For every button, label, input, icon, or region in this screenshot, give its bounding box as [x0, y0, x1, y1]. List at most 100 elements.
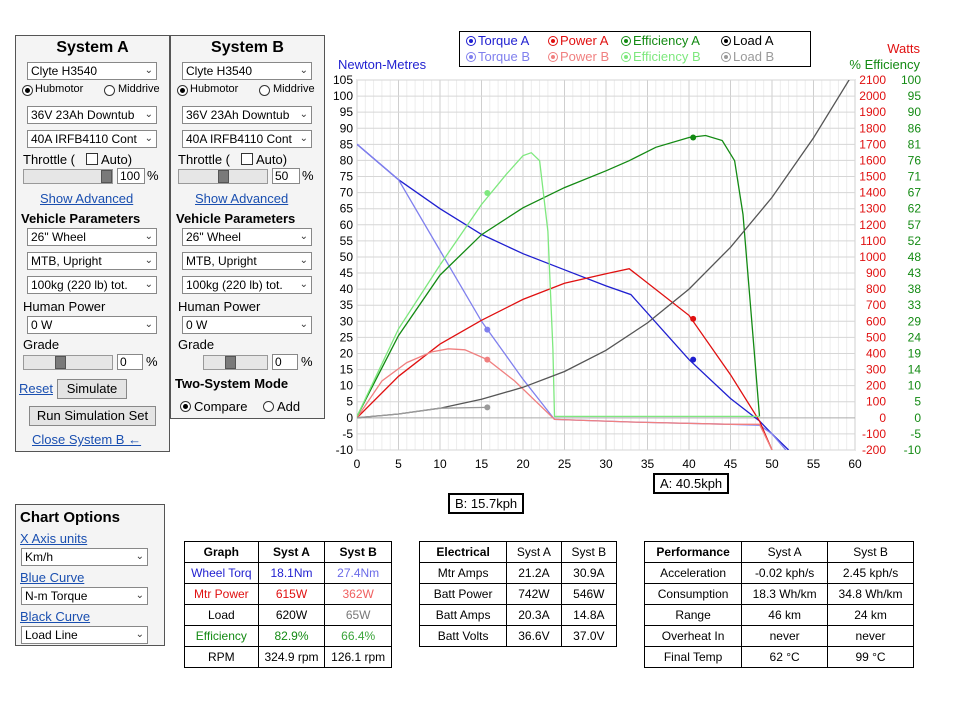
frame-select-a[interactable]: MTB, Upright ⌄ [27, 252, 157, 270]
slider-thumb[interactable] [224, 356, 236, 369]
throttle-input-a[interactable]: 100 [117, 168, 145, 184]
legend-load-b[interactable]: Load B [721, 49, 774, 64]
radio-dot-icon [721, 36, 731, 46]
column-header: Syst B [560, 541, 618, 563]
black-curve-select[interactable]: Load Line ⌄ [21, 626, 148, 644]
weight-select-a[interactable]: 100kg (220 lb) tot. ⌄ [27, 276, 157, 294]
middrive-radio-a[interactable] [104, 85, 115, 96]
simulate-button[interactable]: Simulate [57, 379, 127, 399]
reset-link[interactable]: Reset [19, 381, 53, 396]
human-power-label-a: Human Power [23, 299, 106, 314]
wheel-select-a[interactable]: 26" Wheel ⌄ [27, 228, 157, 246]
legend-efficiency-a[interactable]: Efficiency A [621, 33, 700, 48]
black-curve-label[interactable]: Black Curve [20, 609, 91, 624]
x-tick-label: 50 [765, 457, 779, 471]
motor-select-a[interactable]: Clyte H3540 ⌄ [27, 62, 157, 80]
slider-thumb[interactable] [217, 170, 229, 183]
table-row: Batt Power 742W 546W [418, 583, 618, 605]
legend-load-a[interactable]: Load A [721, 33, 774, 48]
legend-efficiency-b[interactable]: Efficiency B [621, 49, 701, 64]
y-efficiency-tick-label: 76 [908, 153, 922, 167]
row-label: Final Temp [643, 646, 743, 668]
y-left-tick-label: 0 [346, 411, 353, 425]
x-tick-label: 20 [516, 457, 530, 471]
y-left-tick-label: 70 [340, 186, 354, 200]
hubmotor-radio-a[interactable] [22, 85, 33, 96]
y-efficiency-tick-label: 62 [908, 202, 922, 216]
y-watts-tick-label: 900 [866, 266, 886, 280]
weight-select-b[interactable]: 100kg (220 lb) tot. ⌄ [182, 276, 312, 294]
legend-power-a[interactable]: Power A [548, 33, 608, 48]
y-watts-tick-label: 2000 [859, 89, 886, 103]
system-a-title: System A [56, 39, 129, 56]
throttle-slider-a[interactable] [23, 169, 113, 184]
table-row: Load 620W 65W [184, 604, 392, 626]
table-row: Batt Volts 36.6V 37.0V [418, 625, 618, 647]
legend-power-b[interactable]: Power B [548, 49, 609, 64]
chart-options-panel: Chart Options X Axis units Km/h ⌄ Blue Cu… [15, 504, 165, 646]
add-radio[interactable] [263, 401, 274, 412]
system-a-speed-marker[interactable]: A: 40.5kph [653, 473, 730, 494]
system-a-panel: System A Clyte H3540 ⌄ Hubmotor Middrive … [15, 35, 170, 452]
show-advanced-link-a[interactable]: Show Advanced [40, 191, 134, 206]
y-left-tick-label: 80 [340, 153, 354, 167]
frame-select-b[interactable]: MTB, Upright ⌄ [182, 252, 312, 270]
cell-b: 2.45 kph/s [827, 562, 914, 584]
blue-curve-select[interactable]: N-m Torque ⌄ [21, 587, 148, 605]
y-watts-tick-label: 1900 [859, 105, 886, 119]
performance-results-table: Performance Syst A Syst B Acceleration -0.0… [643, 541, 914, 668]
close-system-b-link[interactable]: Close System B ← [32, 432, 142, 447]
percent-label: % [302, 168, 314, 183]
radio-dot-icon [548, 36, 558, 46]
battery-select-a[interactable]: 36V 23Ah Downtub ⌄ [27, 106, 157, 124]
slider-thumb[interactable] [54, 356, 66, 369]
human-power-select-a[interactable]: 0 W ⌄ [27, 316, 157, 334]
x-axis-units-label[interactable]: X Axis units [20, 531, 88, 546]
grade-slider-a[interactable] [23, 355, 113, 370]
human-power-select-b[interactable]: 0 W ⌄ [182, 316, 312, 334]
grade-input-a[interactable]: 0 [117, 354, 143, 370]
y-watts-tick-label: -100 [862, 427, 886, 441]
y-watts-tick-label: 800 [866, 282, 886, 296]
graph-results-table: Graph Syst A Syst B Wheel Torq 18.1Nm 27.4Nm… [184, 541, 392, 668]
y-left-tick-label: 100 [333, 89, 353, 103]
chevron-down-icon: ⌄ [135, 629, 144, 640]
y-left-tick-label: 40 [340, 282, 354, 296]
row-label: Consumption [643, 583, 743, 605]
cell-b: 546W [560, 583, 618, 605]
chevron-down-icon: ⌄ [299, 133, 308, 144]
run-simulation-set-button[interactable]: Run Simulation Set [29, 406, 156, 426]
x-axis-units-select[interactable]: Km/h ⌄ [21, 548, 148, 566]
auto-checkbox-b[interactable] [241, 153, 253, 165]
motor-select-b[interactable]: Clyte H3540 ⌄ [182, 62, 312, 80]
auto-checkbox-a[interactable] [86, 153, 98, 165]
grade-input-b[interactable]: 0 [272, 354, 298, 370]
torque-b-marker [484, 326, 491, 333]
throttle-input-b[interactable]: 50 [272, 168, 300, 184]
row-label: Batt Volts [418, 625, 508, 647]
compare-radio[interactable] [180, 401, 191, 412]
show-advanced-link-b[interactable]: Show Advanced [195, 191, 289, 206]
wheel-select-b[interactable]: 26" Wheel ⌄ [182, 228, 312, 246]
y-watts-tick-label: 300 [866, 363, 886, 377]
throttle-slider-b[interactable] [178, 169, 268, 184]
torque-b-line [357, 143, 787, 450]
y-left-tick-label: 90 [340, 121, 354, 135]
y-left-tick-label: 20 [340, 346, 354, 360]
chevron-down-icon: ⌄ [144, 109, 153, 120]
middrive-radio-b[interactable] [259, 85, 270, 96]
legend-torque-a[interactable]: Torque A [466, 33, 529, 48]
slider-thumb[interactable] [101, 170, 112, 183]
chevron-down-icon: ⌄ [144, 279, 153, 290]
system-b-speed-marker[interactable]: B: 15.7kph [448, 493, 525, 514]
y-efficiency-tick-label: 19 [908, 346, 922, 360]
blue-curve-label[interactable]: Blue Curve [20, 570, 85, 585]
battery-select-b[interactable]: 36V 23Ah Downtub ⌄ [182, 106, 312, 124]
legend-torque-b[interactable]: Torque B [466, 49, 530, 64]
controller-select-a[interactable]: 40A IRFB4110 Cont ⌄ [27, 130, 157, 148]
hubmotor-radio-b[interactable] [177, 85, 188, 96]
table-row: Efficiency 82.9% 66.4% [184, 625, 392, 647]
grade-slider-b[interactable] [203, 355, 268, 370]
y-watts-tick-label: 100 [866, 395, 886, 409]
controller-select-b[interactable]: 40A IRFB4110 Cont ⌄ [182, 130, 312, 148]
